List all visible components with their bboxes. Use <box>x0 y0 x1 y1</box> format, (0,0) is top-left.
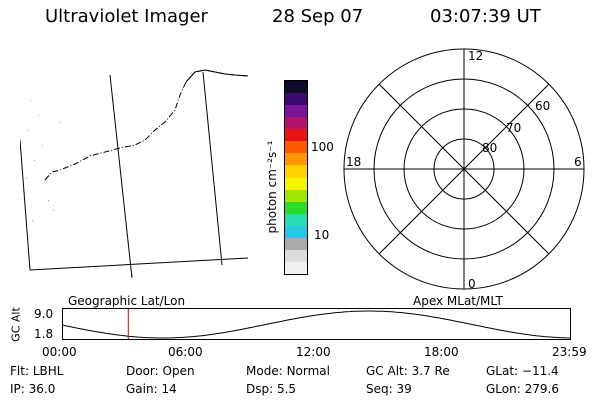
colorbar-segment <box>285 189 307 202</box>
meridian-line <box>20 139 31 271</box>
colorbar-segment <box>285 261 307 274</box>
colorbar-segment <box>285 249 307 262</box>
timeline-xtick-0000: 00:00 <box>42 345 77 359</box>
status-gc-alt: GC Alt: 3.7 Re <box>366 364 450 378</box>
colorbar-segment <box>285 81 307 94</box>
status-dsp: Dsp: 5.5 <box>246 382 297 396</box>
lat-label-80: 80 <box>482 141 497 155</box>
colorbar-segment <box>285 237 307 250</box>
coastline-trace <box>44 69 249 181</box>
geographic-caption: Geographic Lat/Lon <box>68 294 186 308</box>
apex-caption: Apex MLat/MLT <box>413 294 503 308</box>
colorbar-segment <box>285 153 307 166</box>
status-gain: Gain: 14 <box>126 382 177 396</box>
observation-time: 03:07:39 UT <box>430 6 541 27</box>
status-glat: GLat: −11.4 <box>486 364 559 378</box>
status-seq: Seq: 39 <box>366 382 412 396</box>
observation-date: 28 Sep 07 <box>272 6 364 27</box>
timeline-xtick-1200: 12:00 <box>296 345 331 359</box>
mlt-diagonal <box>378 83 550 255</box>
polar-plot: 12 6 0 18 60 70 80 <box>343 48 585 291</box>
timeline-xtick-0600: 06:00 <box>168 345 203 359</box>
colorbar-segment <box>285 129 307 142</box>
colorbar-segment <box>285 141 307 154</box>
meridian-line <box>109 74 133 279</box>
colorbar-segment <box>285 201 307 214</box>
colorbar-segment <box>285 177 307 190</box>
timeline-ytick-max: 9.0 <box>34 307 54 321</box>
mlt-label-6: 6 <box>574 155 582 169</box>
timeline-xtick-2359: 23:59 <box>552 345 587 359</box>
altitude-timeline <box>62 308 571 340</box>
instrument-title: Ultraviolet Imager <box>45 6 208 27</box>
colorbar-segment <box>285 165 307 178</box>
lat-label-60: 60 <box>535 99 550 113</box>
colorbar-segment <box>285 225 307 238</box>
colorbar-segment <box>285 93 307 106</box>
status-filter: Flt: LBHL <box>10 364 64 378</box>
mlt-label-0: 0 <box>468 277 476 291</box>
colorbar-label: photon cm⁻²s⁻¹ <box>265 140 279 234</box>
status-glon: GLon: 279.6 <box>486 382 559 396</box>
colorbar <box>284 80 308 275</box>
meridian-line <box>202 71 223 266</box>
timeline-ytick-min: 1.8 <box>34 327 54 341</box>
altitude-curve <box>62 310 571 339</box>
colorbar-segment <box>285 117 307 130</box>
status-mode: Mode: Normal <box>246 364 330 378</box>
timeline-frame <box>62 308 571 340</box>
geographic-map <box>20 69 249 279</box>
timeline-ylabel: GC Alt <box>9 307 23 342</box>
parallel-line <box>29 257 249 271</box>
timeline-xtick-1800: 18:00 <box>424 345 459 359</box>
mlt-label-12: 12 <box>468 49 483 63</box>
colorbar-segment <box>285 105 307 118</box>
scatter-dots <box>26 100 61 221</box>
lat-label-70: 70 <box>506 121 521 135</box>
colorbar-segment <box>285 213 307 226</box>
colorbar-tick-100: 100 <box>311 140 334 154</box>
status-ip: IP: 36.0 <box>10 382 56 396</box>
colorbar-tick-10: 10 <box>314 228 330 242</box>
mlt-label-18: 18 <box>346 155 361 169</box>
status-door: Door: Open <box>126 364 195 378</box>
